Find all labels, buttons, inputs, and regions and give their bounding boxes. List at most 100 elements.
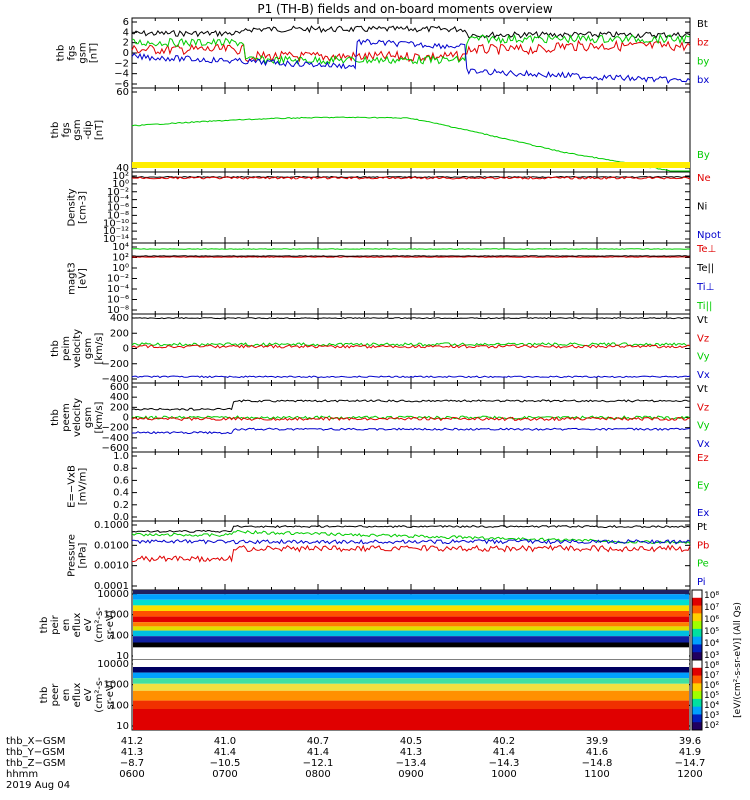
colorbar-tick: 10⁷ — [704, 671, 719, 681]
y-axis-label: [km/s] — [94, 401, 105, 433]
legend-Ez: Ez — [697, 453, 709, 464]
y-tick-label: 10⁻⁴ — [107, 195, 129, 206]
colorbar-tick: 10⁶ — [704, 681, 719, 691]
colorbar-tick: 10⁸ — [704, 661, 719, 671]
quality-bar — [132, 162, 690, 168]
panel-p2: 60 40 thb fgs gsm -dip [nT] By — [50, 87, 710, 174]
y-tick-label: 100 — [110, 630, 129, 641]
y-axis-label: gsm — [72, 119, 83, 140]
y-axis-label: magt3 — [67, 262, 78, 295]
y-tick-label: 0.6 — [113, 475, 129, 486]
y-tick-label: 10⁻¹⁴ — [103, 234, 129, 245]
legend-Vy: Vy — [697, 352, 710, 363]
legend-Vt: Vt — [697, 315, 708, 326]
y-tick-label: 10⁻⁴ — [107, 284, 129, 295]
spectrogram-band — [133, 678, 689, 684]
x-tick-label: 1100 — [584, 769, 609, 780]
panel-frame — [131, 520, 691, 591]
series-Vy — [131, 342, 691, 347]
y-axis-label: eflux — [72, 683, 83, 708]
x-tick-label: −8.7 — [120, 758, 144, 769]
x-row-label: thb_Y−GSM — [6, 747, 65, 758]
series-Pi — [131, 538, 691, 545]
x-tick-label: 39.6 — [679, 736, 701, 747]
colorbar-cell — [692, 628, 702, 638]
panel-frame — [131, 382, 691, 453]
spectrogram-band — [133, 622, 689, 627]
colorbar-tick: 10⁶ — [704, 615, 719, 625]
y-axis-label: Density — [67, 188, 78, 226]
colorbar-cell — [692, 667, 702, 677]
y-tick-label: 0.1000 — [94, 520, 129, 531]
y-axis-label: [km/s] — [94, 332, 105, 364]
y-tick-label: −2 — [114, 58, 129, 69]
y-axis-label: velocity — [72, 398, 83, 437]
series-Pb — [131, 544, 691, 563]
colorbar-cell — [692, 698, 702, 708]
x-tick-label: 41.4 — [307, 747, 329, 758]
legend-Npot: Npot — [697, 230, 721, 241]
spectrogram-band — [133, 590, 689, 595]
spectrogram-band — [133, 630, 689, 637]
y-tick-label: 0 — [123, 344, 129, 355]
date-label: 2019 Aug 04 — [6, 780, 70, 791]
colorbar-cell — [692, 691, 702, 700]
x-row-label: thb_X−GSM — [6, 736, 66, 747]
x-tick-label: 41.6 — [586, 747, 608, 758]
y-tick-label: 10² — [112, 253, 129, 264]
y-axis-label: en — [61, 619, 72, 632]
colorbar-cell — [692, 605, 702, 614]
legend-Ex: Ex — [697, 508, 709, 519]
colorbar-cell — [692, 613, 702, 622]
x-tick-label: 0900 — [398, 769, 423, 780]
x-tick-label: 1000 — [491, 769, 516, 780]
spectrogram-band — [133, 616, 689, 623]
colorbar-tick: 10² — [704, 721, 719, 731]
x-tick-label: −12.1 — [303, 758, 334, 769]
colorbar-cell — [692, 644, 702, 653]
spectrogram-band — [133, 709, 689, 730]
legend-Vx: Vx — [697, 370, 710, 381]
legend-Vz: Vz — [697, 333, 709, 344]
colorbar-tick: 10⁵ — [704, 691, 719, 701]
y-tick-label: 10⁴ — [112, 242, 129, 253]
x-tick-label: −14.8 — [582, 758, 613, 769]
legend-bx: bx — [697, 75, 709, 86]
y-tick-label: −600 — [102, 443, 129, 454]
y-tick-label: 0.0001 — [94, 581, 129, 592]
y-axis-label: thb — [39, 687, 50, 704]
spectrogram-band — [133, 647, 689, 660]
spectrogram-band — [133, 642, 689, 648]
y-axis-label: thb — [39, 617, 50, 634]
series-Pt — [131, 524, 691, 533]
x-axis-labels: thb_X−GSM 41.2 41.0 40.7 40.5 40.2 39.9 39.6 thb… — [6, 736, 705, 791]
legend-Pi: Pi — [697, 577, 706, 588]
y-axis-label: eflux — [72, 613, 83, 638]
legend-Vx: Vx — [697, 439, 710, 450]
colorbar: 10⁸10⁷10⁶10⁵10⁴10³10⁸10⁷10⁶10⁵10⁴10³10²[… — [691, 589, 743, 731]
x-tick-label: 0800 — [305, 769, 330, 780]
y-axis-label: peir — [50, 614, 61, 634]
x-tick-label: −14.7 — [675, 758, 706, 769]
y-axis-label: E=−VxB — [67, 465, 78, 508]
series-bx — [131, 38, 691, 84]
legend-Pt: Pt — [697, 522, 707, 533]
y-axis-label: [mV/m] — [78, 468, 89, 506]
panel-frame — [131, 242, 691, 315]
y-tick-label: 10000 — [97, 589, 129, 600]
y-axis-label: peem — [61, 403, 72, 431]
series-Vt — [131, 317, 691, 320]
legend-Ne: Ne — [697, 173, 711, 184]
y-tick-label: 400 — [110, 392, 129, 403]
colorbar-cell — [692, 683, 702, 692]
y-axis-label: thb — [50, 122, 61, 139]
spectrogram-band — [133, 611, 689, 617]
y-axis-label: [eV] — [78, 268, 89, 289]
y-tick-label: −400 — [102, 374, 129, 385]
legend-Vt: Vt — [697, 384, 708, 395]
y-tick-label: 1000 — [104, 610, 129, 621]
series-Vx — [131, 375, 691, 379]
y-axis-label: eV — [83, 618, 94, 631]
